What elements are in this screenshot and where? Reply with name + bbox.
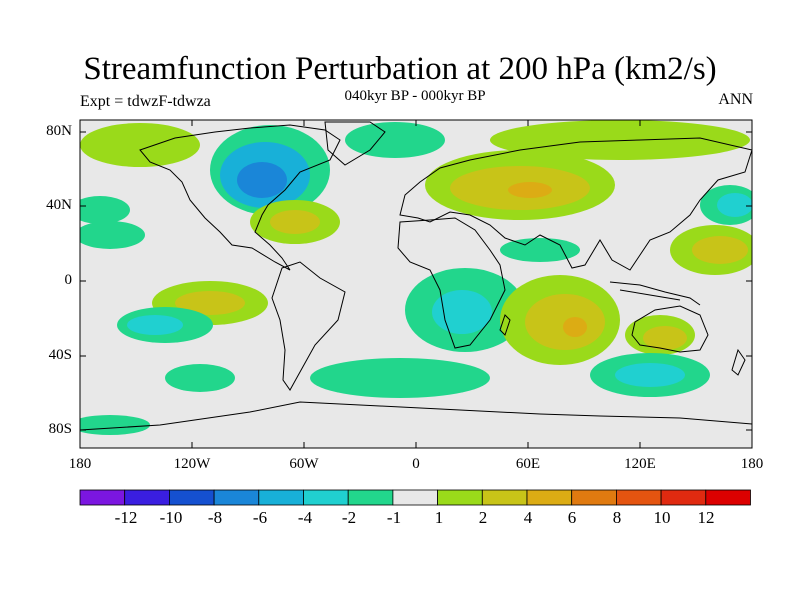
contour-fills <box>80 120 752 435</box>
anomaly-region <box>80 123 200 167</box>
colorbar-label: -10 <box>159 508 183 527</box>
lat-label-80n: 80N <box>46 123 72 139</box>
lon-label-120w: 120W <box>173 456 211 472</box>
lon-label-120e: 120E <box>624 456 656 472</box>
colorbar-swatch <box>79 489 126 506</box>
anomaly-region <box>432 290 492 334</box>
anomaly-region <box>237 162 287 198</box>
anomaly-region <box>127 315 183 335</box>
coastlines <box>80 121 752 431</box>
plot-title: Streamfunction Perturbation at 200 hPa (… <box>83 51 717 87</box>
plot-subtitle: 040kyr BP - 000kyr BP <box>344 88 486 104</box>
colorbar <box>79 489 751 506</box>
colorbar-swatch <box>347 489 394 506</box>
colorbar-label: 12 <box>697 508 715 527</box>
anomaly-region <box>165 364 235 392</box>
experiment-label: Expt = tdwzF-tdwza <box>80 93 211 110</box>
colorbar-label: 1 <box>434 508 444 527</box>
anomaly-region <box>310 358 490 398</box>
anomaly-region <box>345 122 445 158</box>
colorbar-label: -6 <box>252 508 268 527</box>
colorbar-swatch <box>124 489 170 506</box>
colorbar-label: -12 <box>114 508 138 527</box>
anomaly-region <box>508 182 552 198</box>
colorbar-label: 10 <box>653 508 671 527</box>
colorbar-swatch <box>303 489 349 506</box>
colorbar-swatch <box>213 489 260 506</box>
colorbar-label: 2 <box>478 508 488 527</box>
anomaly-region <box>717 193 752 217</box>
season-label: ANN <box>718 91 753 108</box>
anomaly-region <box>643 326 687 350</box>
colorbar-label: 8 <box>612 508 622 527</box>
lat-label-80s: 80S <box>48 421 72 437</box>
colorbar-label: -4 <box>297 508 313 527</box>
anomaly-region <box>692 236 748 264</box>
anomaly-region <box>500 238 580 262</box>
anomaly-region <box>270 210 320 234</box>
colorbar-label: -8 <box>207 508 223 527</box>
lon-label-60e: 60E <box>515 456 541 472</box>
lon-label-60w: 60W <box>289 456 319 472</box>
colorbar-label: -2 <box>341 508 357 527</box>
lon-label-0: 0 <box>412 456 420 472</box>
colorbar-swatch <box>660 489 707 506</box>
lon-label-180w: 180 <box>68 456 92 472</box>
colorbar-swatch <box>705 489 751 506</box>
colorbar-swatch <box>258 489 304 506</box>
colorbar-swatch <box>526 489 573 506</box>
colorbar-label: 6 <box>567 508 577 527</box>
anomaly-region <box>615 363 685 387</box>
lon-label-180e: 180 <box>740 456 764 472</box>
anomaly-region <box>80 196 130 224</box>
colorbar-swatch <box>571 489 617 506</box>
lat-label-40n: 40N <box>46 197 72 213</box>
colorbar-swatch <box>392 489 438 506</box>
anomaly-region <box>80 221 145 249</box>
lat-label-0: 0 <box>64 272 73 288</box>
anomaly-region <box>175 291 245 315</box>
colorbar-swatch <box>481 489 528 506</box>
colorbar-swatch <box>616 489 662 506</box>
colorbar-swatch <box>437 489 483 506</box>
colorbar-label: 4 <box>523 508 533 527</box>
colorbar-swatch <box>168 489 215 506</box>
colorbar-label: -1 <box>386 508 402 527</box>
anomaly-region <box>490 120 750 160</box>
anomaly-region <box>80 415 150 435</box>
map-panel <box>80 120 752 448</box>
anomaly-region <box>563 317 587 337</box>
lat-label-40s: 40S <box>48 347 72 363</box>
axis-ticks <box>80 120 752 448</box>
